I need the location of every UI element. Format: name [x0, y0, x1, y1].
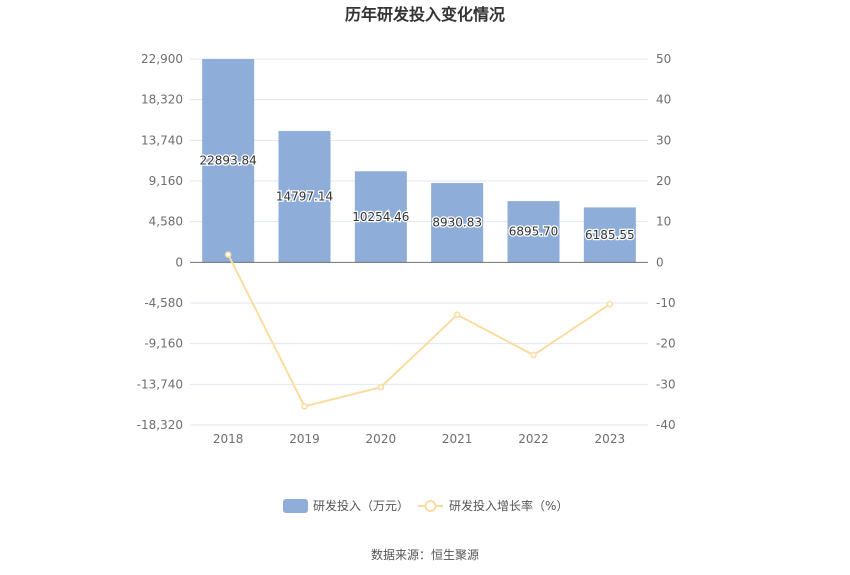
y-right-tick-label: 10	[656, 215, 671, 229]
line-point	[377, 383, 385, 391]
y-right-tick-label: 40	[656, 93, 671, 107]
y-left-tick-label: -13,740	[137, 377, 183, 391]
grid-lines	[190, 58, 648, 426]
y-left-tick-label: -9,160	[144, 337, 183, 351]
y-right-tick-label: -10	[656, 296, 676, 310]
y-left-tick-label: 0	[175, 255, 183, 269]
bar	[354, 171, 407, 263]
source-note: 数据来源：恒生聚源	[371, 547, 479, 562]
bar	[431, 183, 484, 263]
y-left-tick-label: 13,740	[141, 133, 183, 147]
x-tick-label: 2018	[213, 432, 244, 446]
legend-swatch-marker	[424, 500, 437, 512]
growth-line	[227, 254, 611, 408]
bar-value-label: 10254.46	[352, 210, 409, 224]
y-left-tick-label: -18,320	[137, 418, 183, 432]
x-tick-label: 2021	[442, 432, 473, 446]
y-right-tick-label: 30	[656, 133, 671, 147]
line-point	[301, 403, 308, 410]
y-right-tick-label: -20	[656, 337, 676, 351]
y-right-tick-label: -30	[656, 377, 676, 391]
y-right-tick-label: 50	[656, 52, 671, 66]
y-left-tick-label: 4,580	[149, 215, 183, 229]
x-tick-label: 2022	[518, 432, 549, 446]
legend-label-bar: 研发投入（万元）	[313, 498, 409, 513]
y-right-tick-label: 20	[656, 174, 671, 188]
y-right-tick-label: 0	[656, 255, 664, 269]
bar	[507, 201, 560, 263]
legend: 研发投入（万元） 研发投入增长率（%）	[283, 498, 568, 513]
line-point	[530, 351, 537, 359]
bar-data-labels: 22893.84 14797.14 10254.46 8930.83 6895.70 61…	[198, 152, 636, 243]
bar-value-label: 6185.55	[585, 228, 635, 242]
x-tick-label: 2019	[289, 432, 320, 446]
bar	[583, 207, 636, 263]
legend-swatch-bar	[283, 499, 308, 513]
chart-title: 历年研发投入变化情况	[345, 5, 505, 24]
line-series	[224, 251, 614, 410]
bar-value-label: 8930.83	[432, 216, 482, 230]
legend-label-line: 研发投入增长率（%）	[449, 498, 568, 513]
right-axis: 50 40 30 20 10 0 -10 -20 -30 -40	[656, 52, 676, 432]
bar-value-label: 22893.84	[200, 154, 257, 168]
bar	[278, 130, 331, 263]
x-tick-label: 2020	[366, 432, 397, 446]
bar-value-label: 6895.70	[509, 225, 559, 239]
y-left-tick-label: 18,320	[141, 93, 183, 107]
bar	[202, 59, 255, 263]
line-point	[606, 300, 614, 308]
y-left-tick-label: 9,160	[149, 174, 183, 188]
bar-series	[202, 59, 636, 263]
y-right-tick-label: -40	[656, 418, 676, 432]
line-point	[453, 311, 461, 319]
left-axis: 22,900 18,320 13,740 9,160 4,580 0 -4,580 -9,16…	[137, 52, 183, 432]
line-point	[224, 251, 232, 258]
y-left-tick-label: -4,580	[144, 296, 183, 310]
x-axis: 2018 2019 2020 2021 2022 2023	[213, 432, 625, 446]
y-left-tick-label: 22,900	[141, 52, 183, 66]
bar-value-label: 14797.14	[276, 190, 333, 204]
x-tick-label: 2023	[595, 432, 626, 446]
